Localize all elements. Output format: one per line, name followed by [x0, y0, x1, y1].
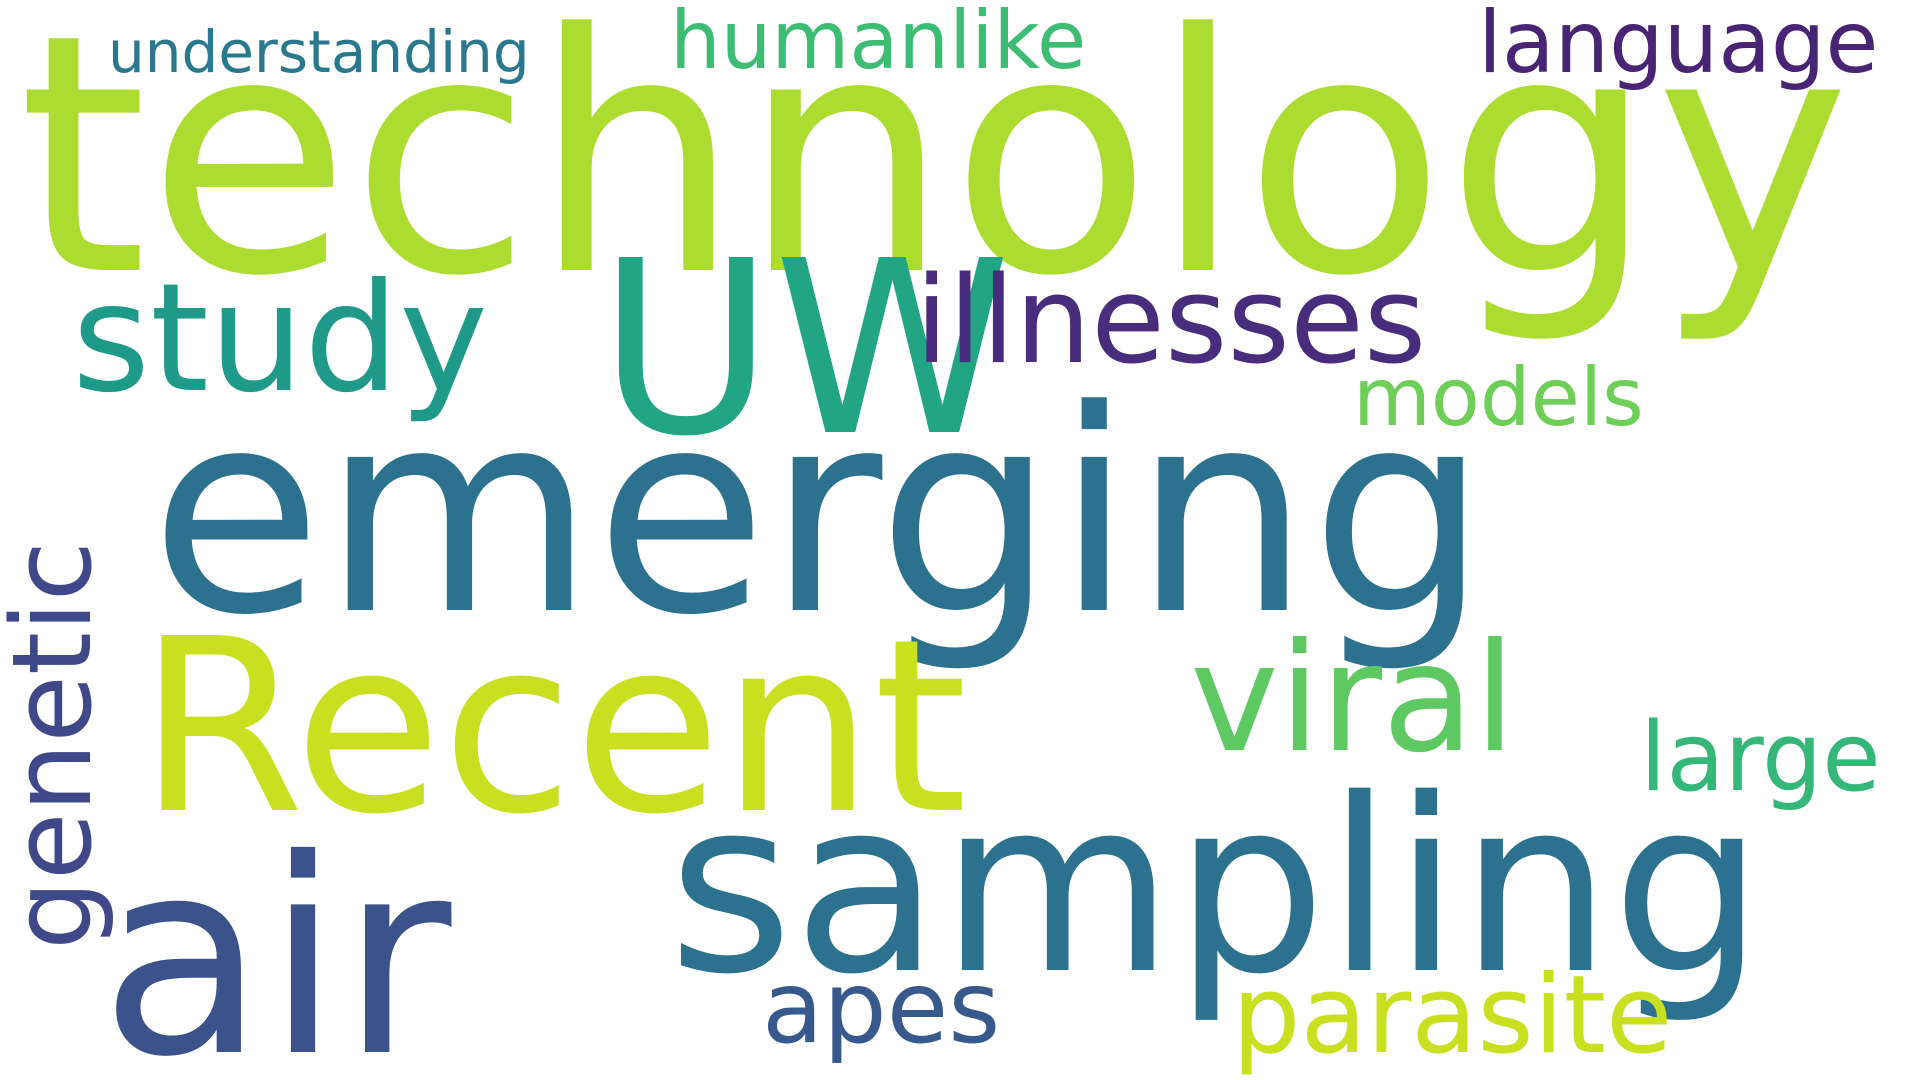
word-genetic: genetic [0, 541, 116, 950]
word-air: air [100, 801, 454, 1080]
word-parasite: parasite [1232, 953, 1672, 1078]
word-recent: Recent [138, 587, 967, 867]
word-study: study [72, 252, 488, 426]
word-apes: apes [762, 949, 1000, 1066]
word-viral: viral [1190, 612, 1516, 786]
word-uw: UW [598, 209, 1011, 489]
word-models: models [1353, 351, 1644, 444]
word-sampling: sampling [668, 747, 1764, 1027]
word-humanlike: humanlike [670, 0, 1086, 87]
word-large: large [1640, 703, 1881, 813]
word-language: language [1478, 0, 1878, 93]
word-emerging: emerging [150, 351, 1488, 677]
word-understanding: understanding [108, 18, 530, 86]
word-technology: technology [18, 0, 1850, 348]
word-illnesses: illnesses [915, 252, 1426, 391]
